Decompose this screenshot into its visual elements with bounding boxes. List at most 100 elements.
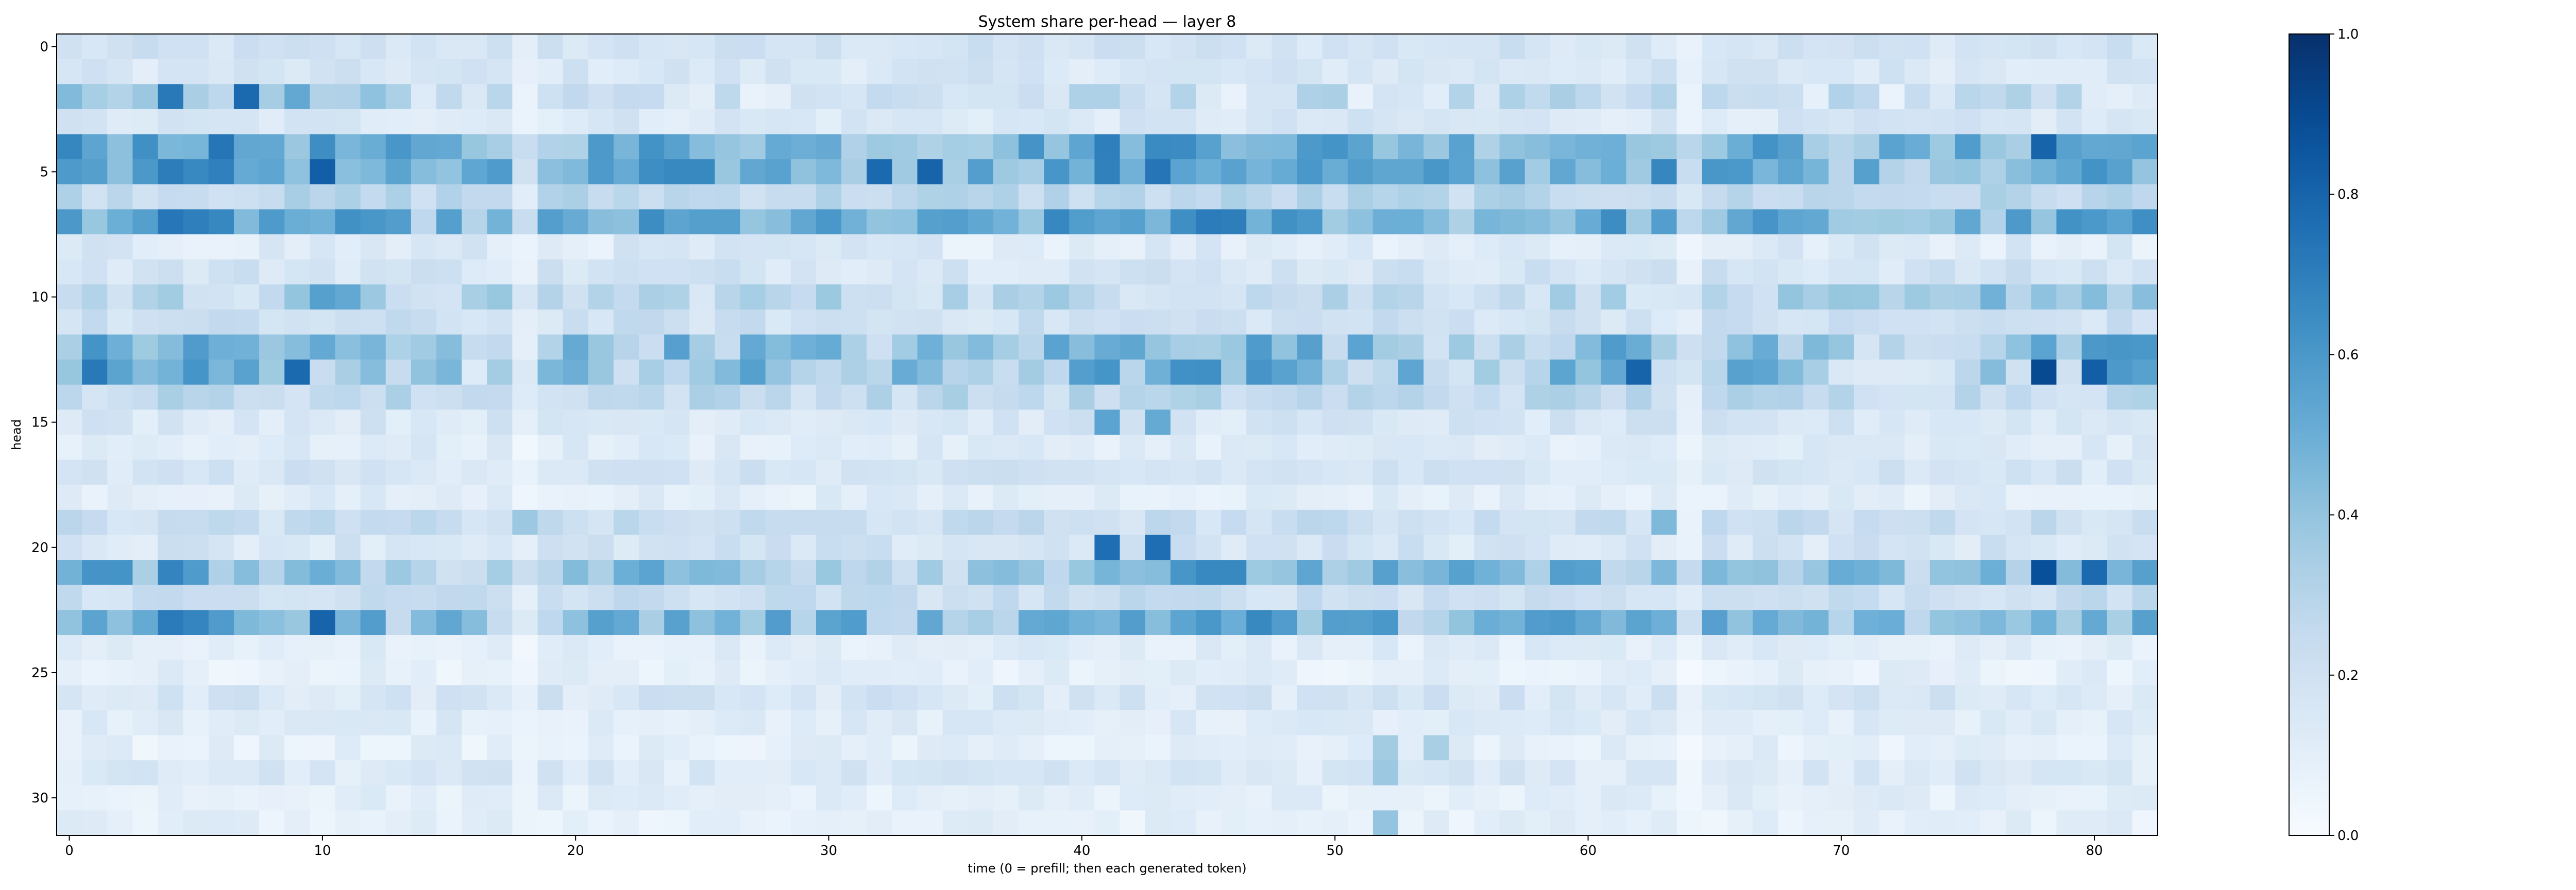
heatmap-cell bbox=[1575, 459, 1601, 485]
heatmap-cell bbox=[158, 509, 184, 536]
heatmap-cell bbox=[1651, 334, 1677, 360]
heatmap-cell bbox=[1145, 660, 1171, 686]
heatmap-cell bbox=[158, 660, 184, 686]
heatmap-cell bbox=[1094, 134, 1121, 160]
heatmap-cell bbox=[1778, 209, 1804, 235]
heatmap-cell bbox=[82, 334, 108, 360]
heatmap-cell bbox=[233, 685, 260, 711]
heatmap-cell bbox=[132, 259, 159, 285]
heatmap-cell bbox=[1778, 509, 1804, 536]
x-axis: 0 10 20 30 40 50 60 70 80 bbox=[65, 835, 2103, 859]
heatmap-cell bbox=[1676, 435, 1703, 460]
heatmap-cell bbox=[2132, 284, 2158, 310]
heatmap-cell bbox=[1980, 59, 2006, 84]
heatmap-cell bbox=[2031, 334, 2057, 360]
heatmap-cell bbox=[2107, 560, 2133, 586]
heatmap-cell bbox=[765, 209, 791, 235]
heatmap-cell bbox=[1019, 810, 1044, 836]
heatmap-cell bbox=[487, 685, 513, 711]
heatmap-cell bbox=[942, 284, 969, 310]
heatmap-cell bbox=[917, 84, 943, 110]
heatmap-cell bbox=[208, 284, 234, 310]
heatmap-cell bbox=[1980, 735, 2006, 761]
heatmap-cell bbox=[2107, 159, 2133, 185]
heatmap-cell bbox=[1145, 284, 1171, 310]
heatmap-cell bbox=[1221, 485, 1247, 510]
heatmap-cell bbox=[639, 234, 665, 260]
heatmap-cell bbox=[208, 59, 234, 84]
x-tick-label: 80 bbox=[2086, 843, 2103, 859]
heatmap-cell bbox=[1727, 334, 1753, 360]
heatmap-cell bbox=[1145, 84, 1171, 110]
heatmap-cell bbox=[2132, 710, 2158, 736]
heatmap-cell bbox=[1069, 409, 1095, 435]
heatmap-cell bbox=[993, 509, 1019, 536]
heatmap-cell bbox=[892, 685, 918, 711]
heatmap-cell bbox=[2006, 710, 2031, 736]
heatmap-cell bbox=[310, 485, 336, 510]
heatmap-cell bbox=[993, 159, 1019, 185]
heatmap-cell bbox=[1069, 735, 1095, 761]
heatmap-cell bbox=[2056, 459, 2082, 485]
heatmap-cell bbox=[158, 610, 184, 636]
heatmap-cell bbox=[790, 59, 817, 84]
heatmap-cell bbox=[1929, 509, 1956, 536]
heatmap-cell bbox=[2107, 485, 2133, 510]
heatmap-cell bbox=[841, 810, 867, 836]
heatmap-cell bbox=[107, 84, 133, 110]
heatmap-cell bbox=[1398, 685, 1424, 711]
heatmap-cell bbox=[1752, 760, 1778, 786]
heatmap-cell bbox=[2132, 234, 2158, 260]
heatmap-cell bbox=[1297, 209, 1323, 235]
heatmap-cell bbox=[1120, 409, 1146, 435]
heatmap-cell bbox=[1626, 459, 1652, 485]
heatmap-cell bbox=[816, 34, 842, 60]
heatmap-cell bbox=[385, 509, 412, 536]
heatmap-cell bbox=[1676, 660, 1703, 686]
heatmap-cell bbox=[664, 259, 690, 285]
heatmap-cell bbox=[588, 134, 614, 160]
heatmap-cell bbox=[208, 610, 234, 636]
heatmap-cell bbox=[664, 84, 690, 110]
heatmap-cell bbox=[1474, 360, 1500, 385]
heatmap-cell bbox=[1145, 760, 1171, 786]
heatmap-cell bbox=[1347, 334, 1374, 360]
heatmap-cell bbox=[462, 735, 487, 761]
heatmap-cell bbox=[462, 610, 487, 636]
heatmap-cell bbox=[57, 785, 82, 811]
heatmap-cell bbox=[2081, 810, 2108, 836]
heatmap-cell bbox=[1626, 409, 1652, 435]
heatmap-cell bbox=[1575, 485, 1601, 510]
heatmap-cell bbox=[259, 459, 285, 485]
heatmap-cell bbox=[1879, 685, 1905, 711]
heatmap-cell bbox=[82, 435, 108, 460]
heatmap-cell bbox=[942, 109, 969, 135]
heatmap-cell bbox=[310, 309, 336, 335]
heatmap-cell bbox=[1828, 610, 1855, 636]
heatmap-cell bbox=[385, 409, 412, 435]
heatmap-cell bbox=[993, 660, 1019, 686]
heatmap-cell bbox=[107, 134, 133, 160]
heatmap-cell bbox=[1347, 234, 1374, 260]
heatmap-cell bbox=[1955, 309, 1981, 335]
heatmap-cell bbox=[1803, 234, 1829, 260]
heatmap-cell bbox=[1372, 685, 1399, 711]
heatmap-cell bbox=[462, 109, 487, 135]
heatmap-cell bbox=[1499, 59, 1526, 84]
heatmap-cell bbox=[2031, 184, 2057, 210]
heatmap-cell bbox=[1221, 134, 1247, 160]
heatmap-cell bbox=[1879, 760, 1905, 786]
heatmap-cell bbox=[1778, 560, 1804, 586]
heatmap-cell bbox=[2107, 509, 2133, 536]
heatmap-cell bbox=[1980, 259, 2006, 285]
heatmap-cell bbox=[1297, 234, 1323, 260]
heatmap-cell bbox=[1474, 84, 1500, 110]
x-tick-label: 10 bbox=[314, 843, 331, 859]
heatmap-cell bbox=[917, 109, 943, 135]
heatmap-cell bbox=[462, 309, 487, 335]
heatmap-cell bbox=[310, 660, 336, 686]
heatmap-cell bbox=[1702, 134, 1728, 160]
heatmap-cell bbox=[132, 109, 159, 135]
heatmap-cell bbox=[790, 259, 817, 285]
heatmap-cell bbox=[183, 360, 209, 385]
